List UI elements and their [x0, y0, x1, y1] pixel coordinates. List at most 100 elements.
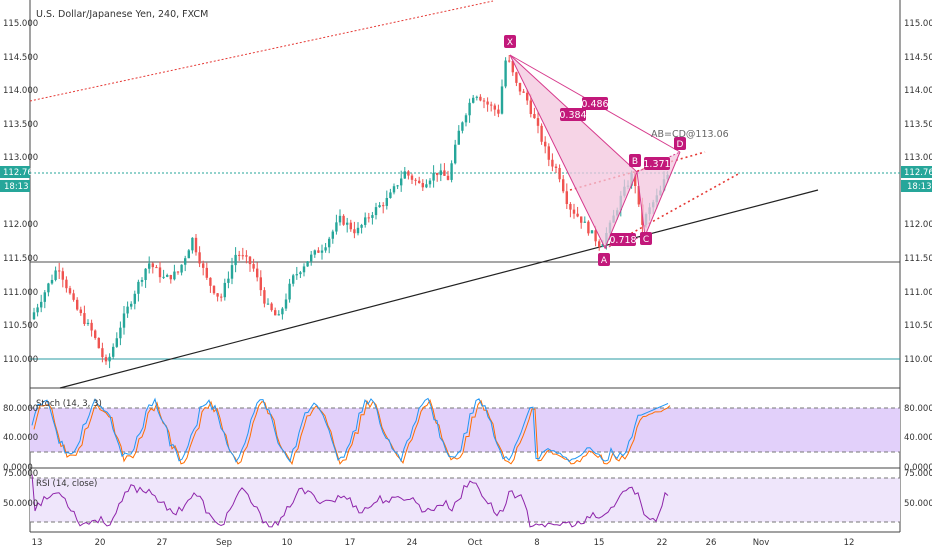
candle-body: [331, 231, 334, 239]
time-tick: Oct: [468, 538, 483, 548]
ratio-label-xad[interactable]: 0.486: [581, 97, 609, 110]
candle-body: [302, 266, 306, 273]
candle-body: [504, 60, 507, 87]
candle-body: [310, 254, 313, 262]
candle-body: [551, 159, 554, 167]
ratio-label-xab[interactable]: 0.384: [559, 108, 587, 121]
candle-body: [234, 254, 237, 266]
candle-body: [43, 292, 46, 302]
stoch-label: Stoch (14, 3, 3): [36, 399, 102, 409]
candle-body: [601, 243, 604, 247]
candle-body: [94, 330, 97, 338]
candle-body: [475, 96, 478, 98]
price-tick-right: 110.500: [904, 321, 932, 331]
candle-body: [169, 274, 172, 280]
candle-body: [32, 312, 36, 320]
countdown-right: 18:13: [907, 182, 932, 192]
candle-body: [364, 217, 367, 225]
pattern-point-c[interactable]: C: [640, 232, 652, 245]
candle-body: [486, 101, 489, 105]
price-tick-left: 111.500: [3, 254, 38, 264]
pattern-point-a-label: A: [601, 256, 608, 266]
countdown-tag-right-bg: [901, 180, 932, 192]
support-trend-line[interactable]: [59, 189, 819, 389]
price-tick-left: 110.000: [3, 355, 38, 365]
candle-body: [454, 144, 457, 164]
current-price-tag-left: 112.760 18:13: [0, 166, 38, 192]
price-tick-left: 110.500: [3, 321, 38, 331]
candle-body: [490, 104, 493, 106]
candle-body: [346, 222, 349, 225]
candle-body: [396, 185, 399, 187]
ratio-label-bcd[interactable]: 1.371: [643, 157, 671, 170]
candle-body: [162, 276, 165, 278]
candle-body: [637, 185, 640, 205]
candle-body: [277, 314, 280, 316]
candle-body: [241, 255, 244, 257]
candle-body: [79, 309, 82, 314]
candle-body: [479, 96, 482, 101]
ratio-abc-text: 0.718: [609, 235, 636, 246]
pattern-point-a[interactable]: A: [598, 253, 610, 266]
rsi-series: [31, 474, 669, 528]
candle-body: [148, 263, 151, 269]
candle-body: [130, 303, 133, 307]
candle-body: [230, 265, 234, 279]
stoch-tick-right: 80.0000: [904, 404, 932, 414]
projection-line-upper[interactable]: [569, 151, 706, 191]
pattern-point-c-bg: [640, 232, 652, 245]
candle-body: [259, 277, 262, 291]
time-tick: 13: [32, 538, 43, 548]
candle-body: [482, 100, 486, 102]
price-axis[interactable]: 115.000 114.500 114.000 113.500 113.000 …: [3, 19, 932, 365]
candle-body: [529, 100, 532, 114]
candle-body: [634, 173, 637, 186]
ratio-label-abc[interactable]: 0.718: [609, 233, 637, 246]
harmonic-pattern[interactable]: X A B C D 0.384 0.486 0.718: [504, 35, 729, 266]
pattern-point-d[interactable]: D: [674, 137, 686, 150]
candle-body: [83, 313, 86, 324]
time-tick: 27: [157, 538, 168, 548]
stoch-tick-right: 40.0000: [904, 433, 932, 443]
countdown-left: 18:13: [4, 182, 29, 192]
candle-body: [274, 310, 277, 316]
pattern-point-x[interactable]: X: [504, 35, 516, 48]
candle-body: [65, 279, 68, 289]
candle-body: [256, 268, 259, 278]
stoch-tick-left: 0.0000: [3, 463, 33, 473]
candle-body: [238, 254, 241, 256]
candle-body: [101, 348, 104, 358]
price-tick-left: 111.000: [3, 288, 38, 298]
price-tick-left: 114.500: [3, 53, 38, 63]
candle-body: [360, 224, 363, 228]
candle-body: [58, 270, 61, 272]
candle-body: [54, 270, 57, 280]
candle-body: [50, 279, 54, 284]
candle-body: [90, 322, 93, 331]
ratio-bcd-bg: [644, 157, 670, 170]
candle-body: [450, 163, 453, 180]
candle-body: [180, 264, 183, 273]
time-tick: 26: [706, 538, 717, 548]
pattern-point-a-bg: [598, 253, 610, 266]
candle-body: [472, 97, 475, 103]
candle-body: [547, 146, 550, 160]
candle-body: [76, 299, 79, 310]
candle-body: [511, 61, 514, 73]
time-tick: 22: [657, 538, 668, 548]
abcd-note: AB=CD@113.06: [651, 129, 729, 140]
time-axis[interactable]: 13 20 27 Sep 10 17 24 Oct 8 15 22 26 Nov…: [32, 538, 855, 548]
candle-body: [342, 215, 345, 225]
candle-body: [292, 275, 295, 284]
stoch-series: [31, 397, 671, 466]
time-tick: 12: [844, 538, 855, 548]
candle-body: [133, 293, 136, 304]
pattern-point-b[interactable]: B: [629, 154, 641, 167]
candle-body: [176, 271, 180, 273]
rsi-label: RSI (14, close): [36, 479, 97, 489]
candle-body: [410, 175, 414, 180]
candle-body: [594, 230, 597, 242]
candle-body: [151, 263, 154, 268]
upper-channel-line[interactable]: [29, 0, 494, 102]
